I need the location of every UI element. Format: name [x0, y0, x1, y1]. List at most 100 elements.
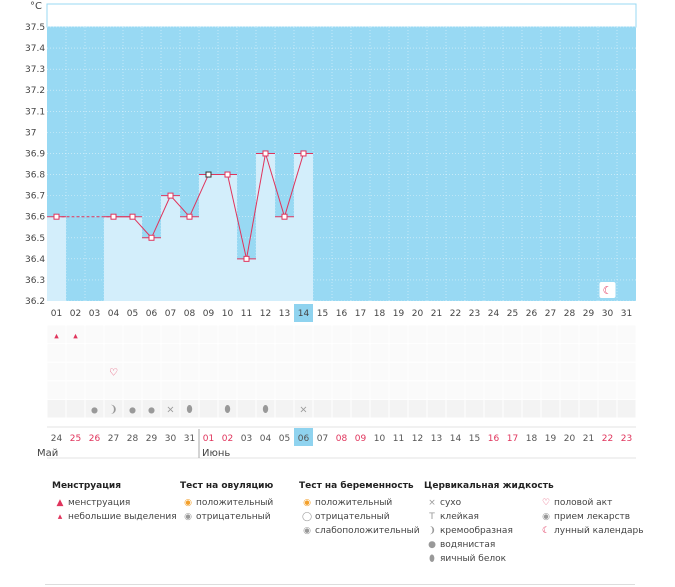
date-label: 29	[146, 434, 158, 444]
symptom-cell	[313, 399, 332, 418]
plot-top-band	[46, 3, 637, 28]
date-label: 24	[51, 434, 63, 444]
y-tick-label: 37.1	[25, 107, 45, 117]
symptom-cell	[218, 399, 237, 418]
date-label: 03	[241, 434, 252, 444]
date-label: 28	[127, 434, 139, 444]
temperature-line-segment	[189, 174, 209, 217]
dry-icon: ×	[299, 405, 307, 416]
symptom-cell	[123, 381, 142, 399]
symptom-cell	[142, 344, 161, 362]
drop-small-icon: ▴	[57, 512, 63, 522]
symptom-cell	[199, 362, 218, 381]
dry-icon: ×	[428, 498, 436, 508]
symptom-cell	[123, 325, 142, 344]
temperature-bar	[104, 216, 123, 301]
symptom-cell	[237, 399, 256, 418]
symptom-cell	[370, 362, 389, 381]
water-drop-icon: ●	[129, 406, 136, 415]
legend-label: слабоположительный	[315, 526, 420, 536]
temperature-line-segment	[227, 174, 247, 259]
temperature-line-segment	[284, 153, 304, 217]
symptom-cell	[370, 399, 389, 418]
dry-icon: ×	[166, 405, 174, 416]
y-tick-label: 37	[25, 128, 36, 138]
symptom-cell	[560, 362, 579, 381]
legend-label: отрицательный	[196, 512, 271, 522]
cycle-day-label: 31	[621, 309, 632, 319]
date-label: 17	[507, 434, 518, 444]
symptom-cell	[142, 381, 161, 399]
legend-item: ♡ половой акт	[538, 496, 644, 510]
cycle-day-label: 08	[184, 309, 196, 319]
cycle-day-label: 20	[412, 309, 424, 319]
symptom-cell	[351, 325, 370, 344]
symptom-cell	[66, 381, 85, 399]
symptom-cell	[142, 325, 161, 344]
symptom-cell	[256, 381, 275, 399]
symptom-cell	[503, 362, 522, 381]
symptom-cell	[408, 362, 427, 381]
symptom-cell	[351, 362, 370, 381]
cycle-day-label: 07	[165, 309, 176, 319]
symptom-cell	[522, 399, 541, 418]
symptom-cell	[237, 381, 256, 399]
symptom-cell	[427, 344, 446, 362]
symptom-cell	[579, 381, 598, 399]
circle-negative-icon: ◉	[184, 512, 192, 522]
cycle-day-label: 24	[488, 309, 500, 319]
date-label: 26	[89, 434, 101, 444]
symptom-cell	[579, 344, 598, 362]
symptom-cell	[522, 344, 541, 362]
water-drop-icon: ●	[428, 540, 436, 550]
symptom-cell	[522, 362, 541, 381]
symptom-cell	[465, 362, 484, 381]
temperature-bar	[47, 216, 66, 301]
temperature-bar	[161, 195, 180, 301]
sticky-icon: T	[429, 512, 435, 522]
temperature-point	[224, 171, 231, 178]
temperature-point	[110, 213, 117, 220]
cycle-day-label: 11	[241, 309, 252, 319]
symptom-cell	[484, 325, 503, 344]
legend-title: Тест на беременность	[299, 481, 414, 491]
y-tick-label: 36.7	[25, 192, 45, 202]
symptom-cell	[465, 399, 484, 418]
symptom-cell	[446, 325, 465, 344]
temperature-bar	[275, 216, 294, 301]
symptom-cell	[332, 362, 351, 381]
symptom-cell	[66, 344, 85, 362]
cycle-day-label: 13	[279, 309, 290, 319]
symptom-cell	[275, 399, 294, 418]
symptom-cell	[218, 362, 237, 381]
legend-title: Тест на овуляцию	[180, 481, 274, 491]
symptom-cell	[598, 381, 617, 399]
legend-item: ◉ прием лекарств	[538, 510, 644, 524]
legend-label: сухо	[440, 498, 462, 508]
symptom-cell	[218, 325, 237, 344]
cycle-day-label: 21	[431, 309, 442, 319]
symptom-cell	[484, 381, 503, 399]
temperature-bar	[180, 216, 199, 301]
symptom-cell	[484, 362, 503, 381]
date-label: 18	[526, 434, 538, 444]
temperature-line-segment	[265, 153, 285, 217]
temperature-bar	[142, 237, 161, 301]
symptom-cell	[85, 399, 104, 418]
temperature-chart: °C 37.5 37.4 37.3 37.2 37.1 37 36.9 36.8 36.7 36.6…	[25, 1, 637, 459]
symptom-cell	[199, 399, 218, 418]
creamy-icon: ❩	[428, 526, 436, 536]
cycle-day-label: 06	[146, 309, 158, 319]
symptom-cell	[85, 381, 104, 399]
date-label: 14	[450, 434, 462, 444]
date-label: 13	[431, 434, 442, 444]
symptom-cell	[541, 344, 560, 362]
symptom-cell	[275, 381, 294, 399]
symptom-cell	[579, 399, 598, 418]
legend-title: Цервикальная жидкость	[424, 481, 554, 491]
legend-menstruation: Менструация ▲ менструация ▴ небольшие выде…	[52, 481, 177, 524]
symptom-cell	[427, 399, 446, 418]
symptom-cell	[484, 399, 503, 418]
temperature-point	[148, 234, 155, 241]
symptom-cell	[408, 399, 427, 418]
